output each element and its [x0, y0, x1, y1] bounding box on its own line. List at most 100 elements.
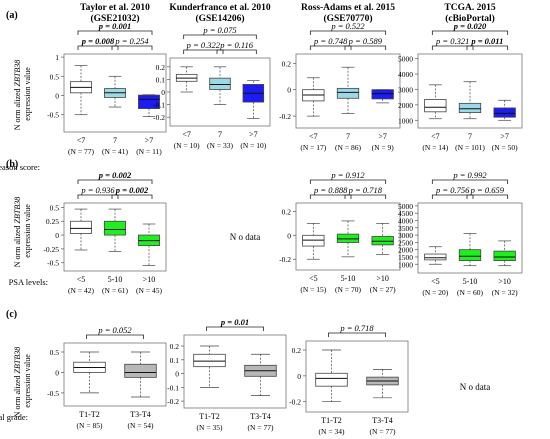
box: [302, 234, 325, 247]
sample-size-label: (N = 15): [300, 285, 326, 294]
significance-bracket: [77, 45, 119, 50]
sample-size-label: (N = 32): [492, 288, 518, 297]
y-tick-label: 3500: [398, 224, 413, 233]
sample-size-label: (N = 60): [457, 288, 483, 297]
y-tick-label: -0.2: [153, 113, 165, 122]
significance-bracket: [111, 194, 153, 199]
p-value-label: p = 0.002: [98, 170, 132, 180]
p-value-label: p = 0.718: [348, 185, 383, 195]
box: [315, 372, 348, 387]
chart-subtitle: (GSE14206): [195, 13, 244, 24]
significance-bracket: [206, 326, 264, 331]
y-tick-label: 0.2: [156, 63, 166, 72]
sample-size-label: (N = 50): [492, 143, 518, 152]
category-label: T1-T2: [79, 410, 99, 419]
significance-bracket: [183, 34, 257, 39]
y-tick-label: 3000: [398, 231, 413, 240]
significance-bracket: [466, 45, 509, 50]
sample-size-label: (N = 77): [370, 427, 396, 436]
p-value-label: p = 0.748: [313, 36, 348, 46]
category-label: <5: [77, 275, 86, 284]
y-tick-label: -0.1: [153, 101, 165, 110]
y-axis-title: N orm alized ZBTB38 expression value: [13, 345, 32, 417]
y-tick-label: -0.25: [43, 245, 59, 254]
plot-frame: [417, 53, 523, 129]
box: [424, 253, 447, 261]
significance-bracket: [216, 49, 257, 54]
row-label: Pathological grade:: [0, 412, 28, 422]
category-label: <7: [182, 130, 191, 139]
significance-bracket: [431, 30, 509, 35]
y-tick-label: 4000: [398, 217, 413, 226]
y-axis-title: N orm alized ZBTB38 expression value: [13, 58, 32, 130]
category-label: <5: [309, 274, 318, 283]
category-label: 5-10: [463, 277, 478, 286]
sample-size-label: (N = 10): [240, 141, 266, 150]
box: [138, 94, 160, 109]
y-tick-label: 0: [55, 91, 59, 100]
category-label: >10: [376, 274, 389, 283]
y-tick-label: 0.5: [50, 348, 60, 357]
significance-bracket: [431, 194, 474, 199]
sample-size-label: (N = 27): [370, 285, 396, 294]
category-label: <7: [77, 136, 86, 145]
y-tick-label: 0: [161, 88, 165, 97]
significance-bracket: [111, 45, 153, 50]
sample-size-label: (N = 42): [68, 286, 94, 295]
y-tick-label: 2500: [398, 238, 413, 247]
significance-bracket: [309, 45, 352, 50]
y-tick-label: -0.2: [279, 112, 291, 121]
sample-size-label: (N = 45): [136, 286, 162, 295]
y-tick-label: 0: [175, 370, 179, 379]
p-value-label: p = 0.718: [339, 323, 374, 333]
category-label: >7: [145, 136, 154, 145]
y-tick-label: 0.25: [46, 217, 59, 226]
chart-title: Ross-Adams et al. 2015: [301, 3, 395, 13]
sample-size-label: (N = 9): [372, 143, 395, 152]
significance-bracket: [328, 332, 386, 337]
y-tick-label: 0: [297, 372, 301, 381]
y-tick-label: 1500: [398, 253, 413, 262]
y-tick-label: -0.2: [167, 397, 179, 406]
row-label: PSA levels:: [9, 277, 48, 287]
sample-size-label: (N = 14): [422, 143, 448, 152]
p-value-label: p = 0.011: [470, 36, 503, 46]
y-tick-label: 0.5: [50, 203, 60, 212]
p-value-label: p = 0.888: [313, 185, 348, 195]
y-tick-label: -0.2: [279, 255, 291, 264]
plot-frame: [305, 340, 409, 413]
y-tick-label: 4500: [398, 209, 413, 218]
p-value-label: p = 0.002: [115, 185, 149, 195]
significance-bracket: [344, 45, 387, 50]
y-tick-label: 1000: [398, 116, 413, 125]
p-value-label: p = 0.321: [435, 36, 469, 46]
y-tick-label: 4000: [398, 70, 413, 79]
chart-subtitle: (GSE21032): [90, 13, 139, 24]
category-label: <7: [431, 132, 440, 141]
panel-label: (c): [6, 309, 17, 320]
category-label: 7: [218, 130, 222, 139]
significance-bracket: [344, 194, 387, 199]
significance-bracket: [77, 179, 153, 184]
plot-frame: [183, 334, 287, 409]
box: [371, 89, 394, 100]
y-tick-label: 5000: [398, 55, 413, 64]
y-tick-label: -0.5: [47, 389, 59, 398]
plot-frame: [295, 53, 401, 129]
category-label: >7: [249, 130, 258, 139]
significance-bracket: [183, 49, 224, 54]
category-label: 5-10: [108, 275, 123, 284]
significance-bracket: [86, 334, 144, 339]
sample-size-label: (N = 86): [335, 143, 361, 152]
box: [458, 249, 482, 262]
p-value-label: p = 0.254: [114, 36, 149, 46]
y-tick-label: 2000: [398, 246, 413, 255]
significance-bracket: [431, 179, 509, 184]
p-value-label: p = 0.912: [330, 170, 365, 180]
box: [371, 236, 394, 246]
y-tick-label: 0.2: [282, 59, 292, 68]
significance-bracket: [309, 30, 387, 35]
y-tick-label: 0: [287, 231, 291, 240]
chart-title: Taylor et al. 2010: [80, 3, 150, 13]
significance-bracket: [309, 179, 387, 184]
